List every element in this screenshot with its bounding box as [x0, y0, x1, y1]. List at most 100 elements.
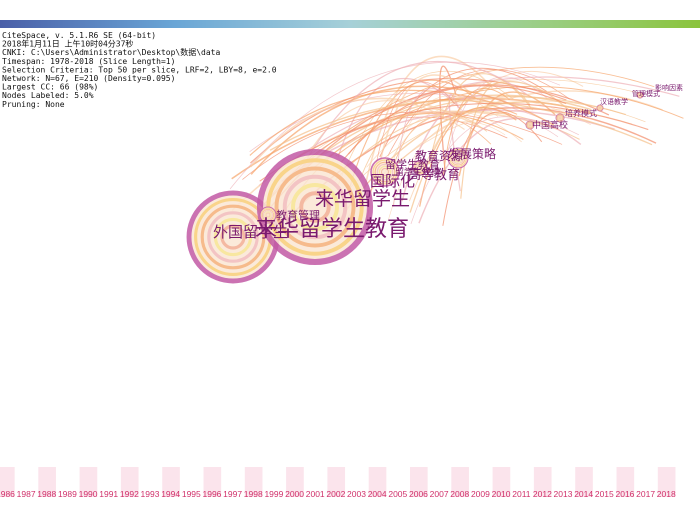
- year-stripe: [616, 467, 635, 497]
- node-ring: [527, 122, 533, 128]
- year-label: 1987: [17, 489, 36, 499]
- year-label: 1991: [99, 489, 118, 499]
- node-ring: [557, 115, 563, 121]
- year-label: 1992: [120, 489, 139, 499]
- node-ring: [260, 207, 276, 223]
- node-ring: [264, 211, 272, 219]
- year-label: 2000: [285, 489, 304, 499]
- node-ring: [638, 93, 642, 97]
- node-ring: [414, 162, 426, 174]
- node-label: 教育资源: [415, 148, 463, 163]
- node-ring: [637, 92, 643, 98]
- header-line: Network: N=67, E=210 (Density=0.095): [2, 74, 175, 83]
- year-label: 2002: [326, 489, 345, 499]
- year-label: 2012: [533, 489, 552, 499]
- node-label: 教育管理: [276, 208, 320, 222]
- node-label: 发展策略: [448, 146, 496, 161]
- link: [442, 111, 543, 226]
- year-stripe: [38, 467, 56, 497]
- link: [229, 61, 561, 190]
- node-ring: [378, 165, 392, 179]
- node-label: 影响因素: [655, 83, 683, 92]
- year-label: 2008: [450, 489, 469, 499]
- node-ring: [597, 105, 603, 111]
- year-stripe: [244, 467, 263, 497]
- link: [242, 111, 563, 180]
- node-ring: [415, 163, 425, 173]
- node-ring: [262, 209, 274, 221]
- header-line: Timespan: 1978-2018 (Slice Length=1): [2, 57, 175, 66]
- node-ring: [213, 217, 253, 257]
- node-ring: [638, 93, 642, 97]
- year-stripe: [575, 467, 593, 497]
- link: [428, 73, 534, 165]
- year-label: 2009: [471, 489, 490, 499]
- node-ring: [453, 153, 463, 163]
- node-ring: [200, 204, 266, 270]
- node-label: 高等教育: [408, 167, 460, 183]
- node-ring: [526, 121, 534, 129]
- link: [250, 78, 567, 164]
- year-stripe: [162, 467, 180, 497]
- year-label: 2001: [306, 489, 325, 499]
- year-label: 1993: [141, 489, 160, 499]
- year-label: 2013: [554, 489, 573, 499]
- year-label: 1994: [161, 489, 180, 499]
- node-label: 留学生教育: [385, 157, 440, 171]
- year-label: 2005: [388, 489, 407, 499]
- header-line: Nodes Labeled: 5.0%: [2, 91, 94, 100]
- node-ring: [372, 159, 398, 185]
- node-ring: [597, 105, 603, 111]
- node-ring: [598, 106, 602, 110]
- year-label: 2003: [347, 489, 366, 499]
- link: [269, 99, 653, 151]
- link: [340, 85, 567, 163]
- node-ring: [449, 149, 467, 167]
- node-label: 国际化: [370, 172, 415, 190]
- year-stripe: [410, 467, 428, 497]
- link: [379, 67, 548, 158]
- year-label: 1995: [182, 489, 201, 499]
- node-label: 管理模式: [632, 89, 660, 98]
- header-line: Largest CC: 66 (98%): [2, 83, 98, 92]
- link: [375, 74, 472, 181]
- year-label: 2010: [492, 489, 511, 499]
- link: [335, 85, 684, 157]
- year-label: 2015: [595, 489, 614, 499]
- node-ring: [556, 114, 564, 122]
- node-ring: [452, 152, 464, 164]
- node-ring: [598, 106, 602, 110]
- header-line: Pruning: None: [2, 100, 65, 109]
- year-label: 2014: [574, 489, 593, 499]
- node-label: 来华留学生: [315, 188, 410, 210]
- year-stripe: [368, 467, 387, 497]
- color-bar: [0, 20, 700, 28]
- year-label: 1999: [264, 489, 283, 499]
- node-ring: [376, 163, 394, 181]
- year-label: 1998: [244, 489, 263, 499]
- year-stripe: [657, 467, 676, 497]
- node-ring: [220, 224, 246, 250]
- node-label: 留学生规模: [395, 166, 440, 178]
- node-ring: [291, 183, 339, 231]
- node-ring: [558, 116, 562, 120]
- year-stripe: [0, 467, 15, 497]
- header-line: 2018年1月11日 上午10时04分37秒: [2, 39, 133, 49]
- link: [419, 106, 517, 207]
- node-ring: [416, 164, 424, 172]
- year-label: 2017: [636, 489, 655, 499]
- year-label: 1997: [223, 489, 242, 499]
- link: [442, 88, 510, 178]
- year-stripe: [451, 467, 469, 497]
- link: [387, 69, 570, 157]
- node-ring: [526, 121, 534, 129]
- year-label: 2004: [368, 489, 387, 499]
- link: [249, 93, 580, 152]
- node-ring: [207, 211, 259, 263]
- year-label: 2006: [409, 489, 428, 499]
- node-ring: [282, 174, 348, 240]
- node-label: 培养模式: [565, 108, 597, 118]
- link: [410, 116, 559, 225]
- year-stripe: [286, 467, 304, 497]
